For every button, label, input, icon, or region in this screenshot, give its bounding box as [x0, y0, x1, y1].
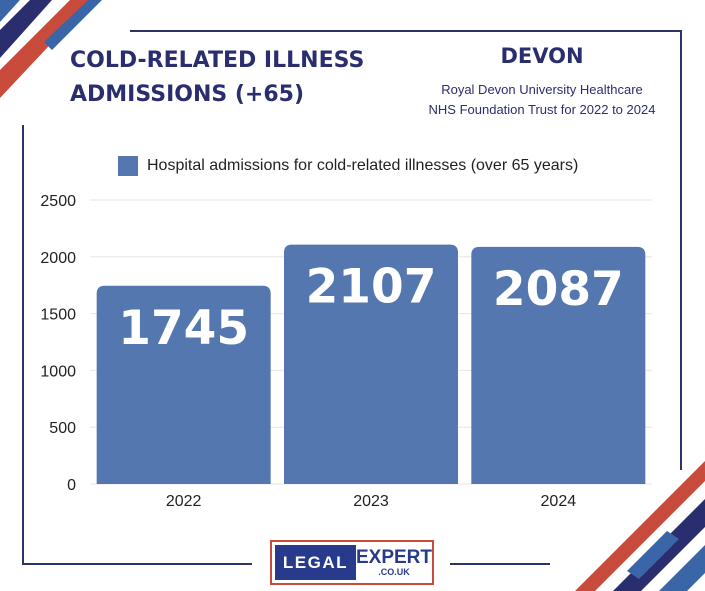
- corner-stripes-top-left: [0, 0, 102, 98]
- logo-right: EXPERT .CO.UK: [356, 542, 432, 583]
- region-name: DEVON: [500, 44, 584, 68]
- x-tick-label: 2023: [353, 493, 389, 510]
- x-tick-label: 2022: [166, 493, 202, 510]
- bar-2023: [284, 244, 458, 484]
- chart-legend: Hospital admissions for cold-related ill…: [118, 155, 578, 177]
- chart-title: COLD-RELATED ILLNESS ADMISSIONS (+65): [70, 48, 365, 107]
- subtitle-line-2: NHS Foundation Trust for 2022 to 2024: [428, 102, 656, 117]
- frame-line-bottom-left: [22, 563, 252, 565]
- subtitle: Royal Devon University Healthcare NHS Fo…: [406, 80, 678, 120]
- legend-swatch: [118, 156, 138, 176]
- frame-line-bottom-right: [450, 563, 550, 565]
- subtitle-line-1: Royal Devon University Healthcare: [441, 82, 643, 97]
- logo-right-text: EXPERT: [355, 547, 432, 568]
- y-tick-label: 0: [67, 477, 76, 494]
- y-tick-label: 1000: [40, 363, 76, 380]
- frame-line-left: [22, 125, 24, 565]
- corner-stripes-bottom-right: [575, 461, 705, 591]
- legal-expert-logo[interactable]: LEGAL EXPERT .CO.UK: [270, 540, 434, 585]
- y-tick-label: 2500: [40, 193, 76, 210]
- bar-data-label: 2087: [493, 262, 624, 317]
- y-tick-label: 500: [49, 420, 76, 437]
- logo-left-text: LEGAL: [275, 545, 356, 580]
- x-tick-label: 2024: [541, 493, 577, 510]
- y-tick-label: 1500: [40, 307, 76, 324]
- logo-sub-text: .CO.UK: [378, 567, 410, 577]
- bar-2024: [471, 246, 646, 484]
- frame-line-top: [130, 30, 682, 32]
- bar-data-label: 2107: [306, 260, 437, 315]
- bar-2022: [96, 285, 271, 484]
- y-tick-label: 2000: [40, 250, 76, 267]
- legend-label: Hospital admissions for cold-related ill…: [147, 157, 579, 174]
- frame-line-right: [680, 30, 682, 470]
- bar-data-label: 1745: [118, 301, 249, 356]
